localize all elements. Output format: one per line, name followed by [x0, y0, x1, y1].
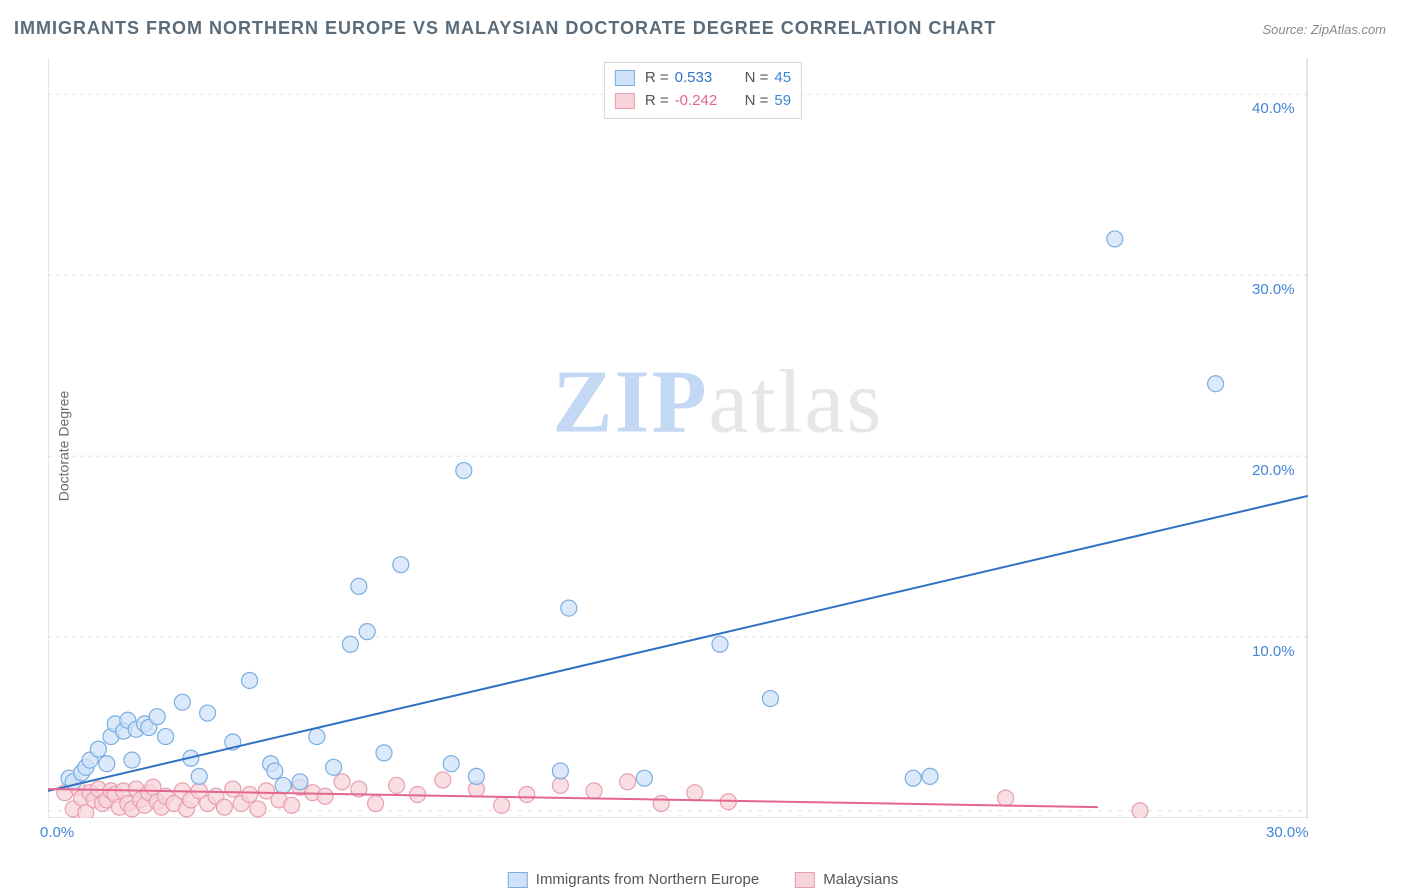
y-tick-label: 10.0% [1252, 643, 1295, 660]
stat-n-value: 59 [774, 90, 791, 113]
legend-swatch [615, 70, 635, 86]
stat-legend-row: R = -0.242 N = 59 [615, 90, 791, 113]
stat-r-value: -0.242 [675, 90, 735, 113]
legend-label: Immigrants from Northern Europe [536, 871, 759, 888]
stat-r-label: R = [645, 90, 669, 113]
stat-legend-box: R = 0.533 N = 45 R = -0.242 N = 59 [604, 62, 802, 119]
x-tick-label: 0.0% [40, 824, 74, 841]
stat-legend-row: R = 0.533 N = 45 [615, 67, 791, 90]
stat-r-label: R = [645, 67, 669, 90]
stat-n-label: N = [745, 67, 769, 90]
legend-swatch [508, 872, 528, 888]
legend-swatch [795, 872, 815, 888]
y-tick-label: 30.0% [1252, 281, 1295, 298]
legend-item: Immigrants from Northern Europe [508, 871, 759, 888]
y-tick-label: 40.0% [1252, 100, 1295, 117]
source-attribution: Source: ZipAtlas.com [1262, 22, 1386, 37]
stat-r-value: 0.533 [675, 67, 735, 90]
stat-n-value: 45 [774, 67, 791, 90]
series-legend: Immigrants from Northern Europe Malaysian… [508, 871, 898, 888]
legend-item: Malaysians [795, 871, 898, 888]
correlation-scatter-chart [48, 58, 1308, 818]
chart-container: ZIPatlas [48, 58, 1388, 878]
legend-label: Malaysians [823, 871, 898, 888]
x-tick-label: 30.0% [1266, 824, 1309, 841]
chart-title: IMMIGRANTS FROM NORTHERN EUROPE VS MALAY… [14, 18, 996, 39]
legend-swatch [615, 93, 635, 109]
stat-n-label: N = [745, 90, 769, 113]
y-tick-label: 20.0% [1252, 462, 1295, 479]
